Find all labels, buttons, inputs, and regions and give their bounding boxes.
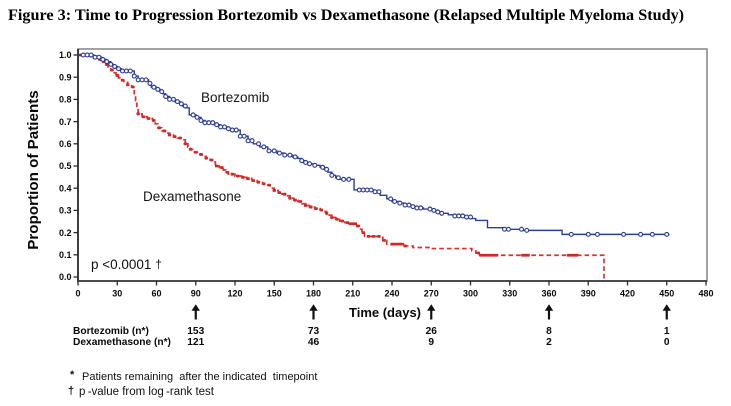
svg-text:Figure 3: Time to Progression: Figure 3: Time to Progression Bortezomib… xyxy=(8,6,684,24)
svg-text:0.7: 0.7 xyxy=(59,117,72,127)
svg-text:p <0.0001 †: p <0.0001 † xyxy=(91,257,162,272)
svg-text:180: 180 xyxy=(306,289,321,299)
svg-text:420: 420 xyxy=(620,289,635,299)
svg-text:0.9: 0.9 xyxy=(59,72,72,82)
svg-text:0.4: 0.4 xyxy=(59,183,72,193)
svg-text:0.2: 0.2 xyxy=(59,228,72,238)
svg-text:60: 60 xyxy=(151,289,161,299)
svg-text:240: 240 xyxy=(384,289,399,299)
svg-text:73: 73 xyxy=(308,326,320,337)
svg-text:Bortezomib: Bortezomib xyxy=(201,90,269,105)
svg-text:300: 300 xyxy=(463,289,478,299)
svg-text:2: 2 xyxy=(546,337,552,348)
svg-text:1: 1 xyxy=(664,326,670,337)
svg-text:0.5: 0.5 xyxy=(59,161,72,171)
svg-text:Dexamethasone: Dexamethasone xyxy=(143,189,241,204)
svg-text:0.6: 0.6 xyxy=(59,139,72,149)
svg-text:120: 120 xyxy=(227,289,242,299)
svg-text:210: 210 xyxy=(345,289,360,299)
svg-text:0: 0 xyxy=(75,289,80,299)
svg-text:0.1: 0.1 xyxy=(59,250,72,260)
svg-text:153: 153 xyxy=(187,326,204,337)
svg-text:Dexamethasone (n*): Dexamethasone (n*) xyxy=(73,337,171,348)
svg-text:†: † xyxy=(68,385,74,397)
svg-text:26: 26 xyxy=(426,326,438,337)
svg-text:0: 0 xyxy=(664,337,670,348)
svg-text:Patients remaining after the: Patients remaining after the indicated t… xyxy=(82,371,317,383)
svg-text:8: 8 xyxy=(546,326,552,337)
svg-text:480: 480 xyxy=(698,289,713,299)
svg-text:0.0: 0.0 xyxy=(59,272,72,282)
svg-text:270: 270 xyxy=(424,289,439,299)
svg-text:0.8: 0.8 xyxy=(59,95,72,105)
svg-text:30: 30 xyxy=(112,289,122,299)
svg-text:p -value from log -rank test: p -value from log -rank test xyxy=(79,386,215,398)
svg-text:Proportion of Patients: Proportion of Patients xyxy=(25,90,42,249)
svg-text:Bortezomib (n*): Bortezomib (n*) xyxy=(73,326,149,337)
svg-text:Time (days): Time (days) xyxy=(349,305,421,320)
svg-text:*: * xyxy=(70,369,75,381)
svg-text:1.0: 1.0 xyxy=(59,50,72,60)
svg-text:390: 390 xyxy=(581,289,596,299)
svg-text:150: 150 xyxy=(267,289,282,299)
svg-text:360: 360 xyxy=(541,289,556,299)
svg-text:9: 9 xyxy=(428,337,434,348)
svg-text:90: 90 xyxy=(191,289,201,299)
svg-text:46: 46 xyxy=(308,337,320,348)
svg-text:0.3: 0.3 xyxy=(59,206,72,216)
svg-text:330: 330 xyxy=(502,289,517,299)
svg-text:121: 121 xyxy=(187,337,204,348)
svg-text:450: 450 xyxy=(659,289,674,299)
